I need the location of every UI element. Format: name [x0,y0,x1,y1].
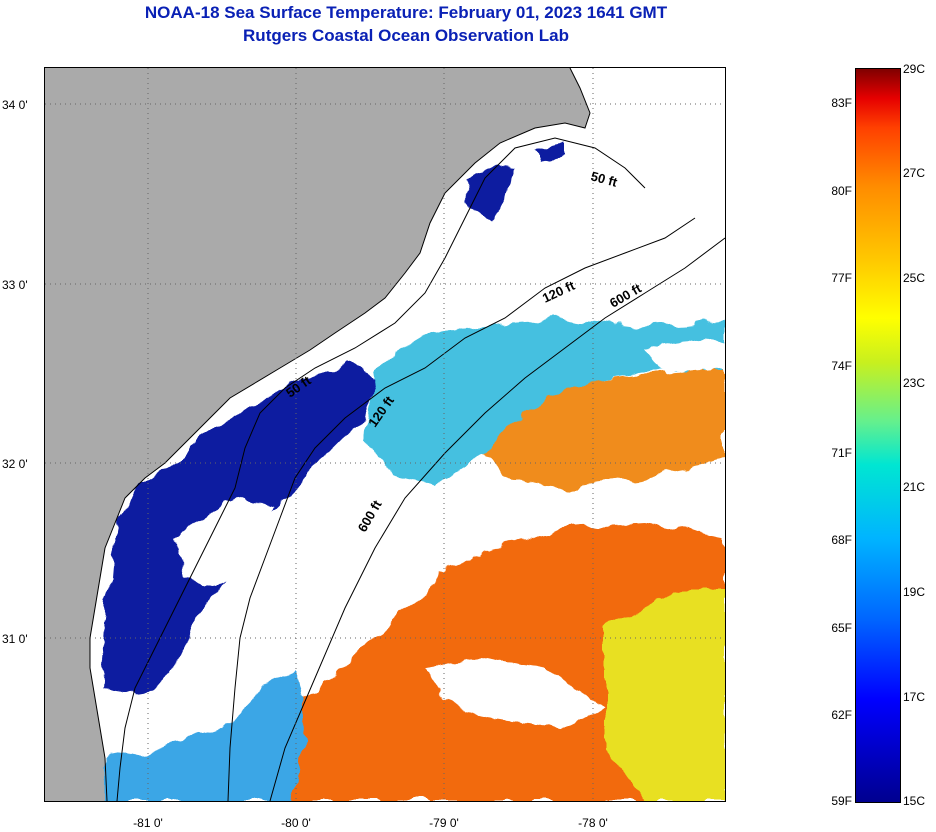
colorbar-label-c: 29C [903,62,926,76]
contour-label-600ft-south: 600 ft [355,497,385,534]
contour-label-120ft-north: 120 ft [540,277,578,305]
coastline [89,68,591,801]
colorbar-label-c: 23C [903,376,926,390]
contour-600ft [269,237,725,801]
contour-label-50ft-north: 50 ft [589,168,619,190]
y-axis-label: 33 0' [2,278,28,292]
chart-title: NOAA-18 Sea Surface Temperature: Februar… [144,3,668,22]
sst-mid-region [365,318,725,488]
y-axis-label: 34 0' [2,98,28,112]
colorbar-label-c: 15C [903,794,926,808]
colorbar-label-c: 25C [903,271,926,285]
colorbar-label-f: 71F [831,446,852,460]
sst-cold-patch-east [535,140,565,163]
chart-subtitle: Rutgers Coastal Ocean Observation Lab [243,26,569,45]
cloud-mask [175,498,275,588]
x-axis-label: -78 0' [578,816,608,830]
colorbar-label-f: 74F [831,359,852,373]
graticule [45,68,725,801]
colorbar-label-c: 19C [903,585,926,599]
colorbar-label-f: 62F [831,708,852,722]
colorbar-label-f: 68F [831,533,852,547]
contour-label-600ft-north: 600 ft [607,280,644,310]
contour-50ft [116,137,646,801]
colorbar-label-c: 27C [903,166,926,180]
sst-mid-region-south [105,668,305,801]
colorbar-label-f: 83F [831,96,852,110]
sst-map-canvas: 50 ft 120 ft 600 ft 50 ft 120 ft 600 ft [45,68,725,801]
colorbar-label-f: 59F [831,794,852,808]
y-axis-label: 31 0' [2,632,28,646]
colorbar-label-f: 77F [831,271,852,285]
colorbar-label-c: 21C [903,480,926,494]
x-axis-label: -81 0' [133,816,163,830]
x-axis-label: -79 0' [429,816,459,830]
cloud-mask-2 [425,658,605,728]
temperature-colorbar [855,68,901,803]
sst-map: 50 ft 120 ft 600 ft 50 ft 120 ft 600 ft [45,68,725,801]
colorbar-label-f: 65F [831,621,852,635]
sst-cold-patch-north [465,163,515,218]
colorbar-label-f: 80F [831,184,852,198]
land-area [45,68,590,801]
y-axis-label: 32 0' [2,457,28,471]
colorbar-label-c: 17C [903,690,926,704]
x-axis-label: -80 0' [281,816,311,830]
cloud-mask-3 [645,338,725,373]
sst-yellow-region [605,588,725,801]
